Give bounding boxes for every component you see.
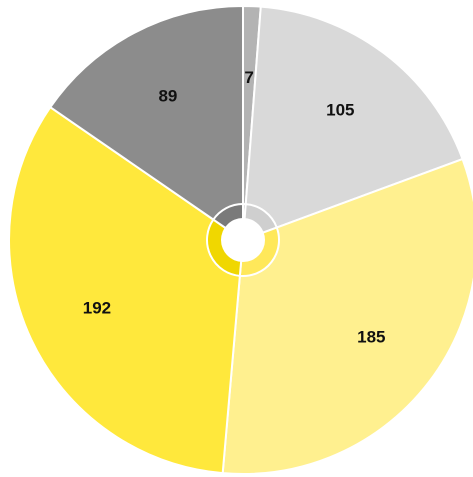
slice-label: 185: [357, 327, 385, 346]
slice-label: 89: [158, 87, 177, 106]
slice-label: 7: [244, 68, 253, 87]
pie-slice: [241, 5, 464, 242]
slice-label: 105: [326, 101, 354, 120]
pie-slice: [48, 4, 244, 242]
pie-slice: [221, 157, 473, 475]
slice-label: 192: [83, 298, 111, 317]
pie-slice: [8, 105, 245, 475]
center-hole: [221, 218, 265, 262]
